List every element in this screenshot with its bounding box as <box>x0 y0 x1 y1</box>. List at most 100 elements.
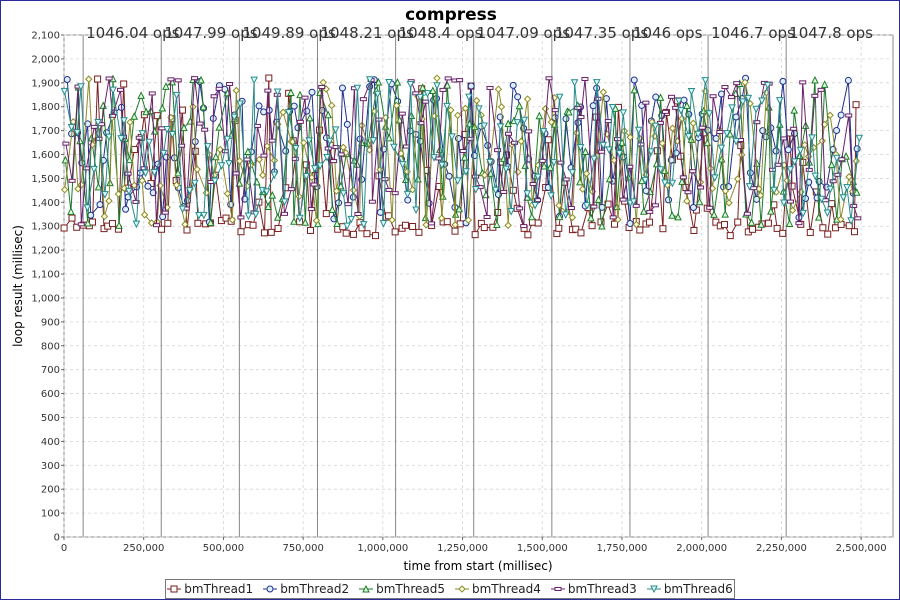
data-point <box>200 211 208 220</box>
data-point <box>837 111 845 119</box>
data-point <box>193 165 201 174</box>
data-point <box>750 186 758 191</box>
data-point <box>125 187 133 196</box>
y-tick-label: 1,700 <box>31 126 60 137</box>
data-point <box>661 179 669 188</box>
data-point <box>516 206 524 211</box>
data-point <box>190 179 199 188</box>
data-point <box>195 212 203 220</box>
data-point <box>690 226 698 234</box>
data-point <box>826 111 834 119</box>
data-point <box>619 197 627 202</box>
data-point <box>210 94 218 99</box>
data-point <box>443 102 451 111</box>
data-point <box>576 144 585 152</box>
data-point <box>583 202 591 210</box>
x-tick-label: 1,250,000 <box>437 543 488 554</box>
data-point <box>636 226 644 234</box>
data-point <box>493 220 501 228</box>
data-point <box>829 179 837 184</box>
data-point <box>174 78 182 83</box>
data-point <box>774 162 782 167</box>
data-point <box>705 110 714 118</box>
y-axis-label: loop result (millisec) <box>11 225 25 347</box>
data-point <box>159 149 168 158</box>
data-point <box>465 93 473 102</box>
data-point <box>439 87 447 92</box>
data-point <box>773 224 781 232</box>
data-point <box>228 216 237 224</box>
data-point <box>712 218 720 226</box>
data-point <box>250 76 258 85</box>
data-point <box>756 191 765 200</box>
data-point <box>203 143 212 151</box>
data-point <box>733 81 741 86</box>
data-point <box>61 155 70 164</box>
data-point <box>437 214 446 222</box>
y-tick-label: 0 <box>54 533 60 544</box>
data-point <box>433 74 441 82</box>
data-point <box>262 188 271 197</box>
data-point <box>598 221 606 230</box>
data-point <box>100 212 109 221</box>
data-point <box>287 88 295 97</box>
data-point <box>668 124 677 132</box>
data-point <box>456 78 464 83</box>
data-point <box>296 119 304 124</box>
y-tick-label: 100 <box>41 509 60 520</box>
data-point <box>555 201 563 210</box>
data-point <box>145 138 154 147</box>
data-point <box>322 210 330 218</box>
data-point <box>117 135 125 143</box>
x-tick-label: 750,000 <box>282 543 323 554</box>
data-point <box>90 124 98 129</box>
data-point <box>260 229 268 237</box>
data-point <box>77 180 86 189</box>
data-point <box>539 128 548 136</box>
data-point <box>390 143 398 152</box>
data-point <box>820 80 829 88</box>
data-point <box>684 190 692 195</box>
data-point <box>565 107 573 116</box>
data-point <box>343 120 351 128</box>
data-point <box>264 202 273 210</box>
data-point <box>330 159 338 164</box>
series-line <box>64 79 860 228</box>
data-point <box>362 584 370 593</box>
data-point <box>811 93 819 98</box>
legend-item: bmThread2 <box>263 582 349 596</box>
data-point <box>318 84 326 89</box>
data-point <box>455 204 463 213</box>
data-point <box>456 220 464 228</box>
data-point <box>757 220 765 228</box>
data-point <box>76 136 84 145</box>
data-point <box>717 144 726 153</box>
data-point <box>786 199 794 204</box>
data-point <box>73 129 82 137</box>
data-point <box>689 169 697 174</box>
data-point <box>132 199 140 204</box>
data-point <box>728 104 736 112</box>
data-point <box>376 165 384 174</box>
data-point <box>709 94 717 99</box>
data-point <box>230 113 239 122</box>
data-point <box>332 145 340 150</box>
data-point <box>721 187 730 195</box>
data-point <box>303 107 311 115</box>
y-tick-label: 1,400 <box>31 198 60 209</box>
data-point <box>77 222 85 227</box>
data-point <box>572 225 580 233</box>
data-point <box>630 85 639 94</box>
data-point <box>554 587 562 591</box>
data-point <box>605 146 613 155</box>
data-point <box>550 159 558 167</box>
data-point <box>567 206 575 211</box>
data-point <box>514 93 522 101</box>
data-point <box>108 113 116 118</box>
data-point <box>120 184 129 192</box>
data-point <box>135 135 143 140</box>
data-point <box>430 154 438 162</box>
data-point <box>570 79 579 87</box>
data-point <box>590 204 598 209</box>
data-point <box>496 123 505 132</box>
